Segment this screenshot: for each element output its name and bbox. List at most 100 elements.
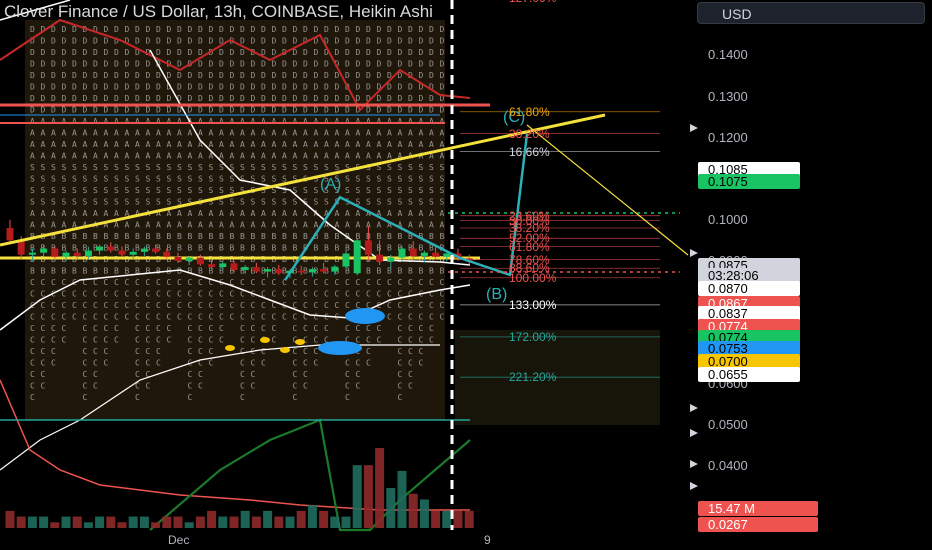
- pnf-letter: D: [398, 60, 403, 69]
- pnf-letter: C: [177, 290, 182, 299]
- pnf-letter: C: [41, 301, 46, 310]
- pnf-letter: A: [335, 209, 340, 218]
- pnf-letter: C: [41, 359, 46, 368]
- wave-label: (B): [486, 286, 507, 303]
- pnf-letter: A: [335, 117, 340, 126]
- pnf-letter: B: [198, 244, 203, 253]
- pnf-letter: B: [272, 267, 277, 276]
- pnf-letter: C: [72, 290, 77, 299]
- pnf-letter: C: [230, 301, 235, 310]
- pnf-letter: D: [93, 83, 98, 92]
- pnf-letter: C: [303, 290, 308, 299]
- pnf-letter: B: [282, 244, 287, 253]
- volume-bar: [50, 522, 60, 528]
- pnf-letter: C: [93, 382, 98, 391]
- pnf-letter: A: [41, 129, 46, 138]
- pnf-letter: D: [72, 48, 77, 57]
- pnf-letter: C: [104, 324, 109, 333]
- pnf-letter: C: [114, 301, 119, 310]
- pnf-letter: D: [188, 48, 193, 57]
- pnf-letter: S: [377, 186, 382, 195]
- candle-body: [196, 257, 204, 265]
- pnf-letter: D: [272, 106, 277, 115]
- pnf-letter: D: [440, 48, 445, 57]
- candle-body: [107, 246, 115, 251]
- pnf-letter: D: [114, 60, 119, 69]
- pnf-letter: S: [146, 163, 151, 172]
- pnf-letter: A: [240, 221, 245, 230]
- pnf-letter: D: [114, 71, 119, 80]
- pnf-letter: D: [408, 83, 413, 92]
- pnf-letter: S: [324, 175, 329, 184]
- pnf-letter: D: [167, 37, 172, 46]
- pnf-letter: C: [293, 359, 298, 368]
- pnf-letter: C: [83, 336, 88, 345]
- pnf-letter: S: [30, 163, 35, 172]
- pnf-letter: A: [272, 129, 277, 138]
- pnf-letter: C: [146, 336, 151, 345]
- pnf-letter: D: [314, 71, 319, 80]
- pnf-letter: D: [324, 25, 329, 34]
- pnf-letter: A: [408, 129, 413, 138]
- volume-bar: [363, 465, 373, 528]
- pnf-letter: D: [198, 71, 203, 80]
- pnf-letter: C: [209, 301, 214, 310]
- pnf-letter: D: [230, 71, 235, 80]
- fib-levels: [460, 111, 660, 378]
- candle-body: [252, 267, 260, 272]
- pnf-letter: A: [30, 221, 35, 230]
- pnf-letter: A: [156, 129, 161, 138]
- pnf-letter: C: [240, 370, 245, 379]
- pnf-letter: S: [335, 163, 340, 172]
- pnf-letter: C: [93, 278, 98, 287]
- candle-body: [118, 250, 126, 255]
- pnf-letter: D: [272, 25, 277, 34]
- pnf-letter: D: [303, 37, 308, 46]
- pnf-letter: D: [293, 37, 298, 46]
- pnf-letter: D: [30, 94, 35, 103]
- pnf-letter: S: [377, 198, 382, 207]
- axis-arrow: [690, 482, 698, 490]
- pnf-letter: D: [51, 25, 56, 34]
- pnf-letter: A: [135, 140, 140, 149]
- pnf-letter: S: [230, 198, 235, 207]
- pnf-letter: A: [230, 209, 235, 218]
- pnf-letter: S: [251, 198, 256, 207]
- pnf-letter: A: [83, 129, 88, 138]
- pnf-letter: D: [41, 94, 46, 103]
- pnf-letter: C: [240, 359, 245, 368]
- pnf-letter: C: [293, 382, 298, 391]
- pnf-letter: A: [272, 140, 277, 149]
- pnf-letter: A: [251, 140, 256, 149]
- pnf-letter: D: [125, 71, 130, 80]
- pnf-letter: D: [188, 37, 193, 46]
- pnf-letter: A: [261, 129, 266, 138]
- pnf-letter: C: [62, 278, 67, 287]
- pnf-letter: C: [41, 313, 46, 322]
- pnf-letter: B: [83, 244, 88, 253]
- marker-dot: [260, 337, 270, 343]
- pnf-letter: S: [114, 198, 119, 207]
- pnf-letter: C: [440, 313, 445, 322]
- pnf-letter: A: [429, 152, 434, 161]
- pnf-letter: A: [125, 140, 130, 149]
- pnf-letter: D: [135, 71, 140, 80]
- pnf-letter: C: [146, 370, 151, 379]
- pnf-letter: S: [72, 175, 77, 184]
- pnf-letter: S: [282, 163, 287, 172]
- pnf-letter: A: [345, 221, 350, 230]
- currency-selector[interactable]: USD: [697, 2, 925, 24]
- pnf-letter: B: [429, 267, 434, 276]
- pnf-letter: A: [230, 129, 235, 138]
- pnf-letter: A: [41, 221, 46, 230]
- pnf-letter: C: [429, 324, 434, 333]
- pnf-letter: D: [156, 83, 161, 92]
- pnf-letter: A: [51, 117, 56, 126]
- pnf-letter: D: [198, 25, 203, 34]
- pnf-letter: A: [62, 140, 67, 149]
- pnf-letter: A: [135, 221, 140, 230]
- pnf-letter: D: [429, 60, 434, 69]
- pnf-letter: C: [62, 336, 67, 345]
- volume-bar: [16, 516, 26, 528]
- pnf-letter: A: [209, 117, 214, 126]
